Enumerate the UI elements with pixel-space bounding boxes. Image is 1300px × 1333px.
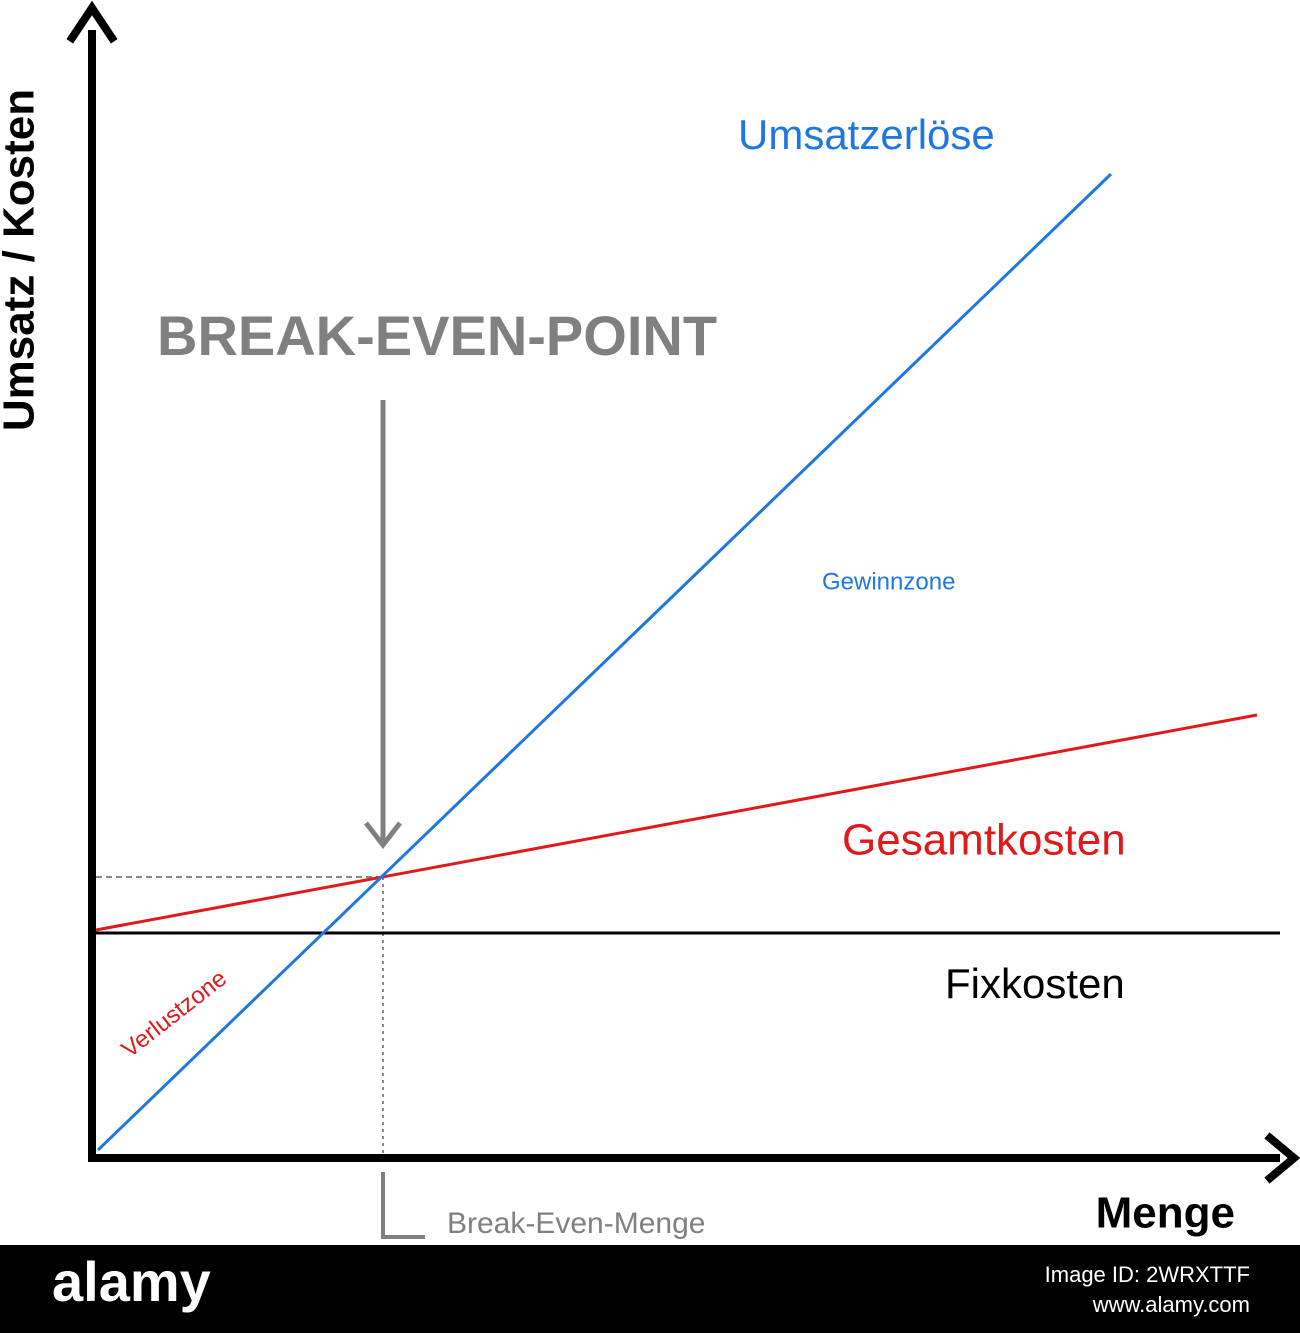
footer-image-id: Image ID: 2WRXTTF: [1045, 1262, 1250, 1287]
footer-url: www.alamy.com: [1092, 1292, 1250, 1317]
y-axis-label: Umsatz / Kosten: [0, 89, 44, 431]
footer-brand: alamy: [52, 1250, 211, 1313]
x-axis-arrow: [1264, 1132, 1300, 1184]
total-costs-line: [95, 713, 1258, 932]
break-even-arrowhead: [364, 821, 402, 850]
break-even-quantity-label: Break-Even-Menge: [447, 1207, 705, 1240]
quantity-bracket: [381, 1172, 425, 1239]
x-axis-label: Menge: [1096, 1189, 1235, 1238]
footer-bar: [0, 1245, 1300, 1333]
fixed-costs-label: Fixkosten: [945, 960, 1125, 1007]
revenue-label: Umsatzerlöse: [738, 111, 995, 158]
revenue-line: [96, 172, 1113, 1152]
total-costs-label: Gesamtkosten: [842, 816, 1126, 865]
loss-zone-label: Verlustzone: [117, 965, 232, 1063]
y-axis-arrow: [66, 0, 118, 44]
profit-zone-label: Gewinnzone: [822, 568, 955, 595]
break-even-point-label: BREAK-EVEN-POINT: [157, 304, 717, 367]
